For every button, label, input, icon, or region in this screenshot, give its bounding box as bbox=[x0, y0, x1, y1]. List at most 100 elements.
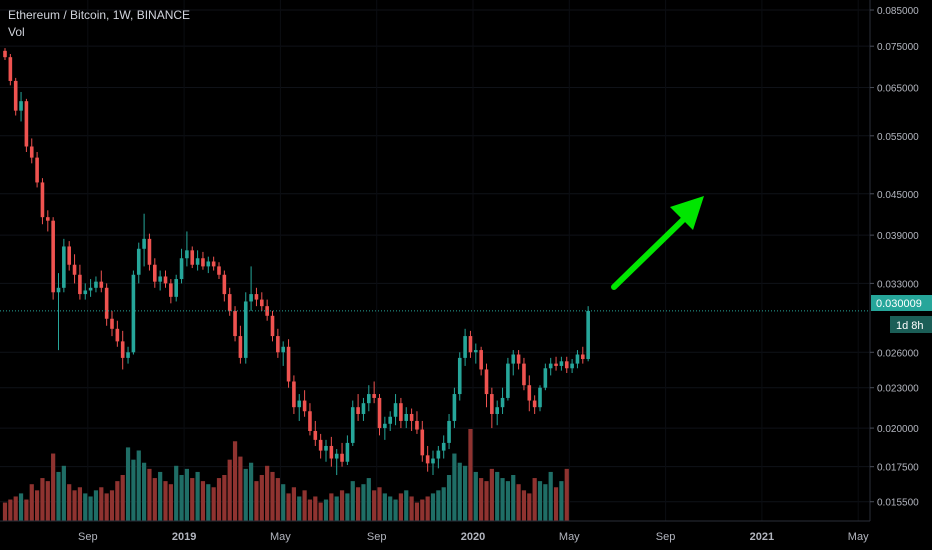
candle-body bbox=[532, 400, 537, 408]
last-price-badge bbox=[871, 295, 932, 311]
candle-body bbox=[495, 407, 499, 414]
volume-bar bbox=[238, 456, 243, 521]
volume-bar bbox=[259, 475, 264, 521]
volume-bar bbox=[484, 481, 489, 521]
candle-body bbox=[88, 287, 93, 291]
candle-body bbox=[163, 276, 168, 284]
volume-bar bbox=[211, 487, 216, 521]
candle-body bbox=[29, 146, 34, 158]
candle-body bbox=[83, 290, 88, 295]
candle-body bbox=[286, 346, 291, 382]
volume-bar bbox=[564, 468, 569, 521]
volume-bar bbox=[281, 484, 286, 521]
time-tick-label: May bbox=[270, 531, 291, 543]
candle-body bbox=[340, 453, 344, 462]
volume-bar bbox=[356, 487, 361, 521]
volume-bar bbox=[29, 484, 34, 521]
symbol-title[interactable]: Ethereum / Bitcoin, 1W, BINANCE bbox=[8, 8, 191, 22]
price-axis[interactable]: 0.085000 0.075000 0.065000 0.055000 0.045000… bbox=[869, 0, 919, 521]
volume-bar bbox=[163, 481, 168, 521]
candle-body bbox=[383, 423, 387, 429]
candle-body bbox=[441, 442, 446, 451]
candle-body bbox=[356, 407, 360, 414]
candle-body bbox=[452, 394, 457, 421]
candle-body bbox=[8, 57, 13, 81]
candle-body bbox=[447, 420, 451, 443]
candle-body bbox=[281, 346, 285, 353]
volume-bar bbox=[56, 471, 61, 521]
price-tick-label: 0.026000 bbox=[877, 348, 919, 359]
candle-body bbox=[484, 369, 489, 395]
volume-bar bbox=[511, 475, 516, 521]
time-tick-label: May bbox=[559, 531, 580, 543]
candle-body bbox=[46, 217, 50, 221]
volume-bar bbox=[291, 487, 296, 521]
candle-body bbox=[72, 264, 77, 275]
volume-bar bbox=[532, 478, 537, 521]
candle-body bbox=[318, 439, 323, 451]
volume-bar bbox=[152, 478, 157, 521]
candle-body bbox=[409, 413, 414, 421]
time-tick-label: 2021 bbox=[750, 531, 774, 543]
volume-bar bbox=[45, 481, 50, 521]
volume-bar bbox=[168, 484, 173, 521]
volume-bar bbox=[345, 493, 350, 521]
volume-bar bbox=[366, 478, 371, 521]
candle-body bbox=[457, 357, 462, 395]
candle-body bbox=[581, 354, 585, 360]
volume-bar bbox=[307, 499, 313, 521]
volume-bar bbox=[265, 465, 270, 521]
candle-body bbox=[190, 250, 195, 265]
volume-bar bbox=[543, 484, 548, 521]
volume-bar bbox=[206, 484, 211, 521]
time-axis[interactable]: Sep 2019 May Sep 2020 May Sep 2021 May bbox=[0, 520, 870, 543]
volume-bar bbox=[147, 468, 152, 521]
volume-bar bbox=[436, 490, 441, 521]
candle-body bbox=[479, 350, 483, 370]
volume-bar bbox=[18, 493, 24, 521]
volume-bar bbox=[420, 499, 425, 521]
candle-body bbox=[516, 354, 521, 364]
time-tick-label: Sep bbox=[78, 531, 98, 543]
candle-body bbox=[575, 354, 580, 364]
volume-bar bbox=[254, 481, 259, 521]
volume-bar bbox=[227, 459, 232, 521]
time-tick-label: 2020 bbox=[461, 531, 485, 543]
candle-body bbox=[554, 363, 558, 366]
candle-body bbox=[67, 246, 71, 265]
arrow-head bbox=[670, 196, 704, 230]
volume-bar bbox=[382, 493, 387, 521]
candle-body bbox=[361, 403, 366, 414]
volume-indicator-label[interactable]: Vol bbox=[8, 25, 25, 39]
candle-body bbox=[511, 354, 516, 364]
countdown-badge bbox=[890, 316, 932, 333]
candle-body bbox=[548, 363, 553, 369]
candle-body bbox=[297, 400, 302, 408]
candle-body bbox=[99, 281, 104, 288]
candle-body bbox=[169, 283, 173, 297]
candle-body bbox=[40, 182, 45, 218]
volume-bar bbox=[430, 493, 436, 521]
price-tick-label: 0.017500 bbox=[877, 463, 919, 474]
candle-body bbox=[238, 336, 243, 358]
candle-body bbox=[500, 397, 505, 408]
price-tick-label: 0.055000 bbox=[877, 132, 919, 143]
volume-bar bbox=[468, 429, 473, 521]
volume-bar bbox=[249, 462, 254, 521]
candle-body bbox=[324, 445, 328, 451]
volume-bar bbox=[88, 496, 93, 521]
volume-bar bbox=[318, 502, 323, 521]
candle-body bbox=[94, 281, 98, 288]
volume-bar bbox=[40, 478, 45, 521]
volume-bar bbox=[313, 496, 318, 521]
volume-bar bbox=[516, 484, 521, 521]
volume-bar bbox=[553, 487, 559, 521]
volume-bar bbox=[270, 471, 275, 521]
candle-body bbox=[217, 266, 221, 275]
volume-bar bbox=[463, 465, 468, 521]
price-tick-label: 0.039000 bbox=[877, 231, 919, 242]
candle-body bbox=[564, 361, 569, 369]
volume-bar bbox=[398, 493, 403, 521]
candle-body bbox=[222, 274, 227, 295]
